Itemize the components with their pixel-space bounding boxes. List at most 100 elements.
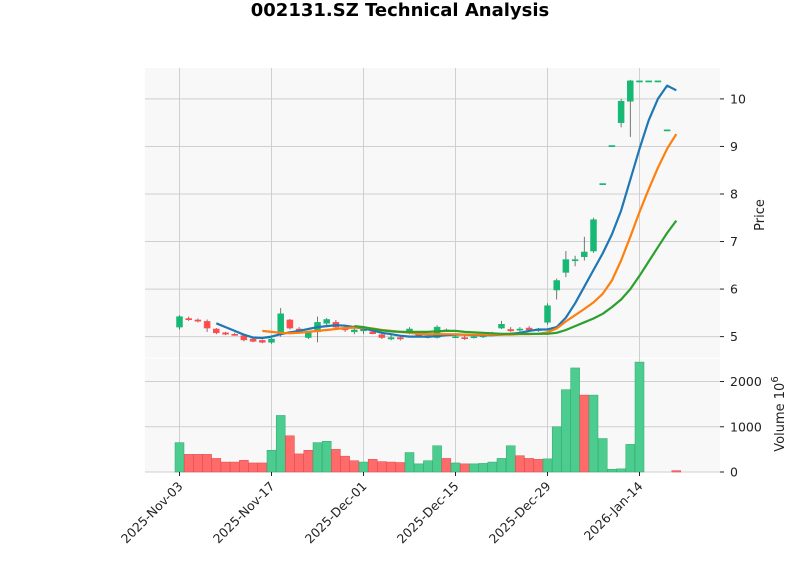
candle-body [617,101,625,123]
candle-body [654,80,662,83]
volume-bar [579,394,590,473]
moving-average-lines [215,84,678,340]
candle-body [222,332,229,335]
volume-bar [275,415,286,473]
price-tick-label: 6 [730,282,738,297]
candle-body [562,259,570,273]
volume-bar [625,444,636,473]
candle-body [194,319,202,322]
x-tick-label: 2025-Dec-15 [394,479,462,547]
candle-body [544,305,551,323]
candle-body [378,334,386,338]
volume-bar [321,440,332,473]
candle-body [507,329,514,332]
candle-body [553,280,560,291]
volume-bar [459,463,470,473]
volume-bar [340,455,350,473]
volume-bar [542,458,553,473]
volume-bar [561,389,571,473]
volume-bar [478,463,488,473]
volume-bar [570,367,580,473]
price-tick-label: 7 [730,234,738,249]
volume-bar [487,461,498,473]
volume-bar [671,470,682,473]
volume-bar [441,458,452,473]
volume-bar [303,450,314,473]
volume-bar [551,426,562,473]
candle-body [581,251,588,257]
volume-bar [386,461,396,473]
price-panel-background [145,68,720,358]
candle-body [599,183,606,185]
volume-bar [248,462,258,473]
volume-bar [524,458,534,473]
volume-bars [174,361,682,473]
candle-body [305,332,312,338]
volume-bar [432,445,442,473]
price-tick-label: 8 [730,186,738,201]
volume-bar [294,453,304,473]
candle-body [176,316,183,328]
candle-body [268,338,275,343]
volume-bar [588,394,599,473]
volume-bar [496,458,507,473]
candle-body [498,323,505,329]
volume-bar [533,459,544,473]
volume-tick-label: 1000 [730,419,762,434]
candle-body [387,337,395,340]
candle-body [231,333,238,336]
volume-bar [597,438,608,473]
volume-bar [634,361,645,473]
moving-average-line [354,219,678,335]
volume-bar [413,463,424,473]
candle-body [277,313,284,335]
volume-axis-label-text: Volume 10 [773,383,788,452]
x-tick-label: 2025-Nov-17 [210,479,278,547]
volume-bar [266,450,277,473]
x-tick-label: 2026-Jan-14 [581,478,646,543]
volume-bar [616,468,626,473]
candle-body [645,80,652,83]
candle-body [470,336,478,339]
candle-body [636,80,643,83]
volume-bar [229,461,240,473]
volume-bar [202,454,212,473]
candle-body [571,259,579,262]
volume-bar [183,454,194,473]
volume-bar [211,458,222,473]
candle-body [397,337,404,340]
candle-body [461,337,468,340]
volume-bar [220,461,231,473]
volume-bar [515,455,525,473]
volume-bar [469,463,479,473]
volume-bar [193,454,203,473]
candle-body [203,321,211,329]
moving-average-line [262,133,678,336]
volume-bar [367,459,378,473]
candle-body [516,328,524,331]
volume-bar [505,445,516,473]
volume-axis-label: Volume 106 [770,376,788,451]
candle-body [259,340,266,343]
candle-body [213,328,220,334]
volume-tick-label: 0 [730,465,738,480]
volume-bar [331,449,341,473]
volume-bar [174,442,185,473]
price-tick-label: 9 [730,139,738,154]
x-tick-label: 2025-Dec-01 [302,479,370,547]
volume-bar [257,462,268,473]
candle-body [627,80,634,102]
price-tick-label: 10 [730,91,746,106]
candle-body [249,338,257,342]
candle-body [608,145,616,147]
candle-body [323,319,330,324]
candle-body [185,318,192,320]
candle-body [663,129,671,132]
candle-body [286,319,294,329]
candle-body [369,331,376,335]
x-tick-label: 2025-Dec-29 [486,478,554,546]
candle-body [590,219,597,252]
volume-bar [395,462,406,473]
volume-bar [312,442,323,473]
